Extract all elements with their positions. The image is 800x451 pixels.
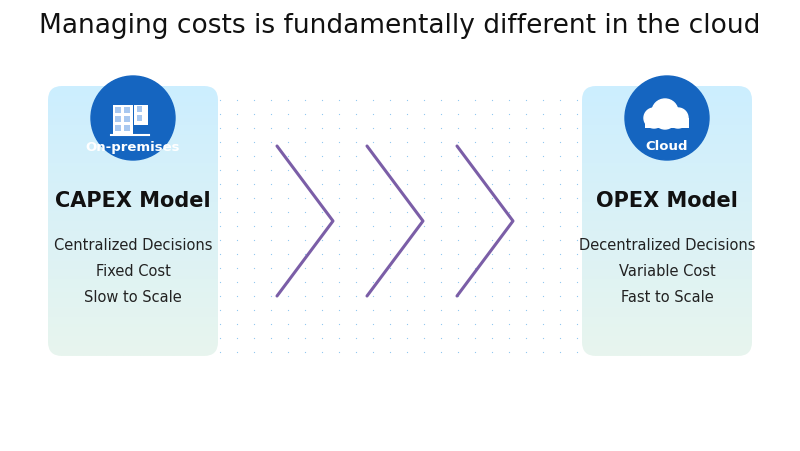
Text: Slow to Scale: Slow to Scale: [84, 290, 182, 305]
Bar: [115, 125, 121, 131]
Bar: [137, 106, 142, 112]
Text: Cloud: Cloud: [646, 141, 688, 153]
Circle shape: [625, 76, 709, 160]
Bar: [134, 105, 148, 125]
Bar: [113, 105, 133, 135]
Bar: [137, 115, 142, 121]
Circle shape: [91, 76, 175, 160]
Bar: [645, 118, 689, 128]
Bar: [124, 107, 130, 113]
Text: OPEX Model: OPEX Model: [596, 191, 738, 211]
Bar: [115, 107, 121, 113]
Bar: [115, 116, 121, 122]
Text: Fast to Scale: Fast to Scale: [621, 290, 714, 305]
Bar: [124, 116, 130, 122]
Text: Centralized Decisions: Centralized Decisions: [54, 239, 212, 253]
Text: Fixed Cost: Fixed Cost: [95, 264, 170, 280]
Bar: [124, 125, 130, 131]
Text: CAPEX Model: CAPEX Model: [55, 191, 211, 211]
Text: Managing costs is fundamentally different in the cloud: Managing costs is fundamentally differen…: [39, 13, 761, 39]
Circle shape: [668, 108, 688, 128]
Text: Variable Cost: Variable Cost: [618, 264, 715, 280]
Circle shape: [644, 108, 664, 128]
Text: On-premises: On-premises: [86, 141, 180, 153]
Circle shape: [652, 99, 678, 125]
Circle shape: [654, 107, 676, 129]
Text: Decentralized Decisions: Decentralized Decisions: [578, 239, 755, 253]
